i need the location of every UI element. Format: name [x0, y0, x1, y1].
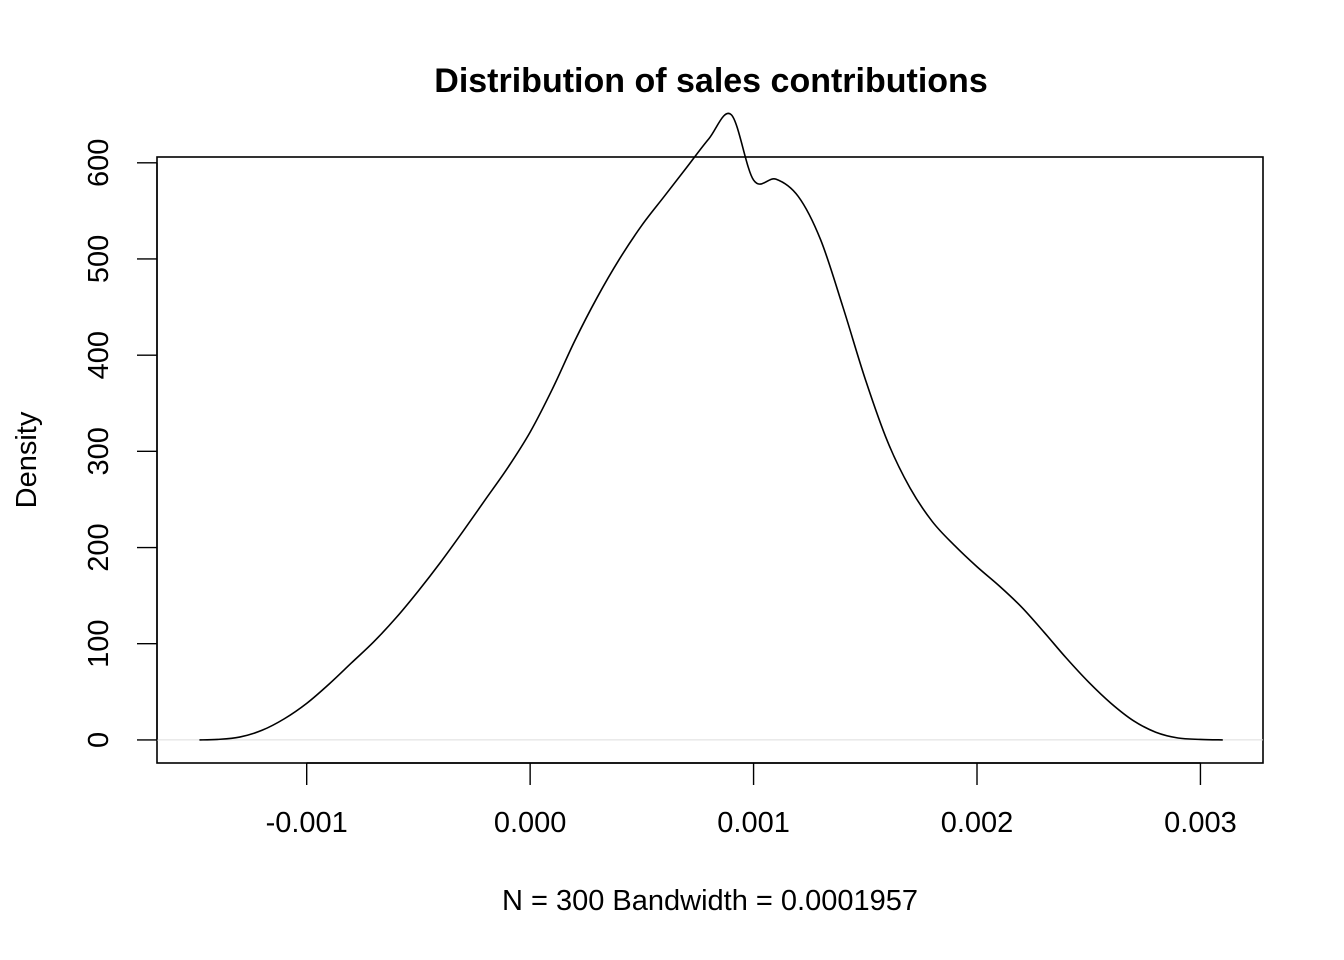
x-axis-label: N = 300 Bandwidth = 0.0001957 — [502, 885, 918, 917]
y-tick-label: 500 — [83, 235, 115, 283]
x-tick-label: 0.002 — [941, 807, 1014, 839]
chart-title: Distribution of sales contributions — [434, 62, 987, 100]
y-tick-label: 0 — [83, 732, 115, 748]
x-axis: -0.001 0.000 0.001 0.002 0.003 — [266, 762, 1237, 839]
x-tick-label: 0.000 — [494, 807, 567, 839]
y-tick-label: 100 — [83, 620, 115, 668]
y-tick-label: 600 — [83, 139, 115, 187]
y-tick-label: 200 — [83, 523, 115, 571]
plot-frame — [156, 156, 1264, 764]
y-tick-label: 400 — [83, 331, 115, 379]
x-tick-label: -0.001 — [266, 807, 348, 839]
y-tick-label: 300 — [83, 427, 115, 475]
y-axis-label: Density — [11, 411, 43, 508]
x-tick-label: 0.001 — [717, 807, 790, 839]
density-curve — [199, 112, 1223, 741]
y-axis: 0 100 200 300 400 500 600 — [83, 139, 158, 748]
x-tick-label: 0.003 — [1164, 807, 1237, 839]
